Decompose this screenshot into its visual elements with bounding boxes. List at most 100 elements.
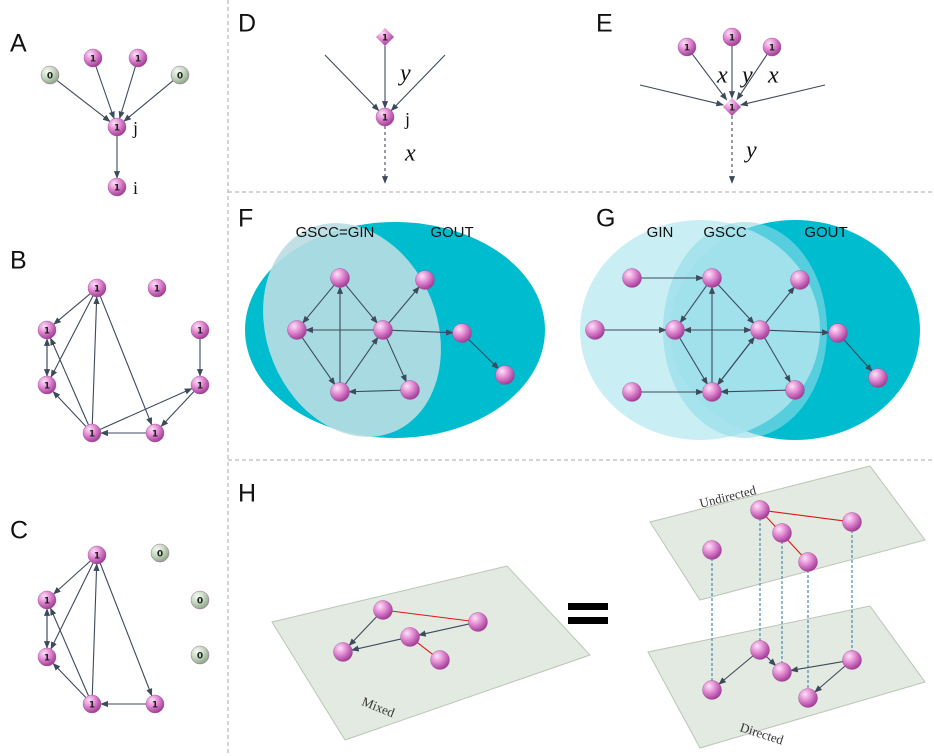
node: [868, 368, 888, 388]
node-label: 1: [769, 44, 775, 54]
equals-bar: [568, 617, 608, 624]
node: [622, 268, 642, 288]
edge: [56, 80, 111, 122]
node: [107, 117, 127, 137]
annotation: i: [133, 178, 138, 198]
node-label: 1: [382, 114, 388, 124]
node: [495, 365, 515, 385]
annotation: j: [404, 109, 410, 129]
node-label: 1: [197, 327, 203, 337]
node: [330, 268, 350, 288]
edge: [679, 285, 708, 324]
edge: [351, 638, 402, 652]
edge: [718, 655, 754, 685]
node-label: 1: [44, 327, 50, 337]
node: [400, 627, 420, 647]
node: [37, 647, 57, 667]
edge: [390, 54, 446, 112]
edge: [691, 53, 728, 101]
node: [798, 688, 818, 708]
node: [107, 177, 127, 197]
annotation: y: [744, 138, 757, 164]
node: [375, 107, 395, 127]
node: [37, 590, 57, 610]
edge: [50, 562, 94, 650]
node-label: 1: [152, 701, 158, 711]
edge: [468, 338, 500, 370]
edge: [740, 84, 826, 107]
node: [37, 320, 57, 340]
edge: [717, 284, 755, 324]
edge: [768, 329, 830, 336]
node: [147, 278, 167, 298]
node: [287, 320, 307, 340]
node-label: 1: [89, 701, 95, 711]
undirected-edge: [390, 610, 471, 622]
node-label: 1: [44, 597, 50, 607]
node: [722, 27, 742, 47]
node: [585, 320, 605, 340]
node-label: 1: [94, 552, 100, 562]
node: [170, 65, 190, 85]
node: [842, 512, 862, 532]
node: [373, 600, 393, 620]
node: [790, 270, 810, 290]
edge: [348, 616, 378, 647]
node: [82, 423, 102, 443]
node: [373, 320, 393, 340]
equals-bar: [568, 603, 608, 610]
node-diamond: [376, 28, 394, 46]
edge: [679, 337, 708, 385]
node: [702, 382, 722, 402]
node: [750, 640, 770, 660]
node-label: 1: [114, 124, 120, 134]
panel-label: E: [596, 10, 613, 38]
edge: [52, 662, 87, 698]
panel-label: F: [238, 205, 253, 233]
node: [772, 523, 792, 543]
node-label: 0: [157, 550, 163, 560]
annotation: j: [132, 118, 138, 138]
node: [785, 380, 805, 400]
node-label: 1: [729, 104, 735, 114]
edge: [52, 391, 87, 427]
node: [665, 320, 685, 340]
edge: [765, 655, 777, 667]
node: [145, 423, 165, 443]
node-label: 1: [684, 44, 690, 54]
edge: [100, 388, 193, 430]
annotation: x: [404, 141, 416, 167]
edge: [717, 336, 755, 386]
node: [82, 694, 102, 714]
node-label: 0: [197, 652, 203, 662]
node: [798, 552, 818, 572]
node: [622, 382, 642, 402]
region-label: GOUT: [804, 224, 847, 241]
edge: [302, 284, 335, 324]
edge: [814, 665, 846, 693]
node-label: 1: [94, 285, 100, 295]
region-label: GSCC: [703, 224, 747, 241]
panel-label: G: [596, 205, 615, 233]
edge: [348, 388, 402, 395]
node: [87, 545, 107, 565]
edge: [391, 329, 454, 336]
node: [828, 323, 848, 343]
node-label: 1: [44, 654, 50, 664]
region-label: GSCC=GIN: [296, 224, 375, 241]
region-label: GOUT: [430, 224, 473, 241]
edge: [790, 660, 844, 673]
edge: [99, 296, 153, 426]
annotation: x: [716, 63, 728, 89]
node: [83, 48, 103, 68]
node-label: 1: [154, 285, 160, 295]
node-label: 1: [135, 55, 141, 65]
edge: [386, 337, 407, 383]
edge: [50, 337, 89, 425]
node-label: 1: [89, 430, 95, 440]
node-label: 1: [152, 430, 158, 440]
edge: [843, 339, 873, 372]
node-label: 1: [114, 184, 120, 194]
node: [145, 694, 165, 714]
